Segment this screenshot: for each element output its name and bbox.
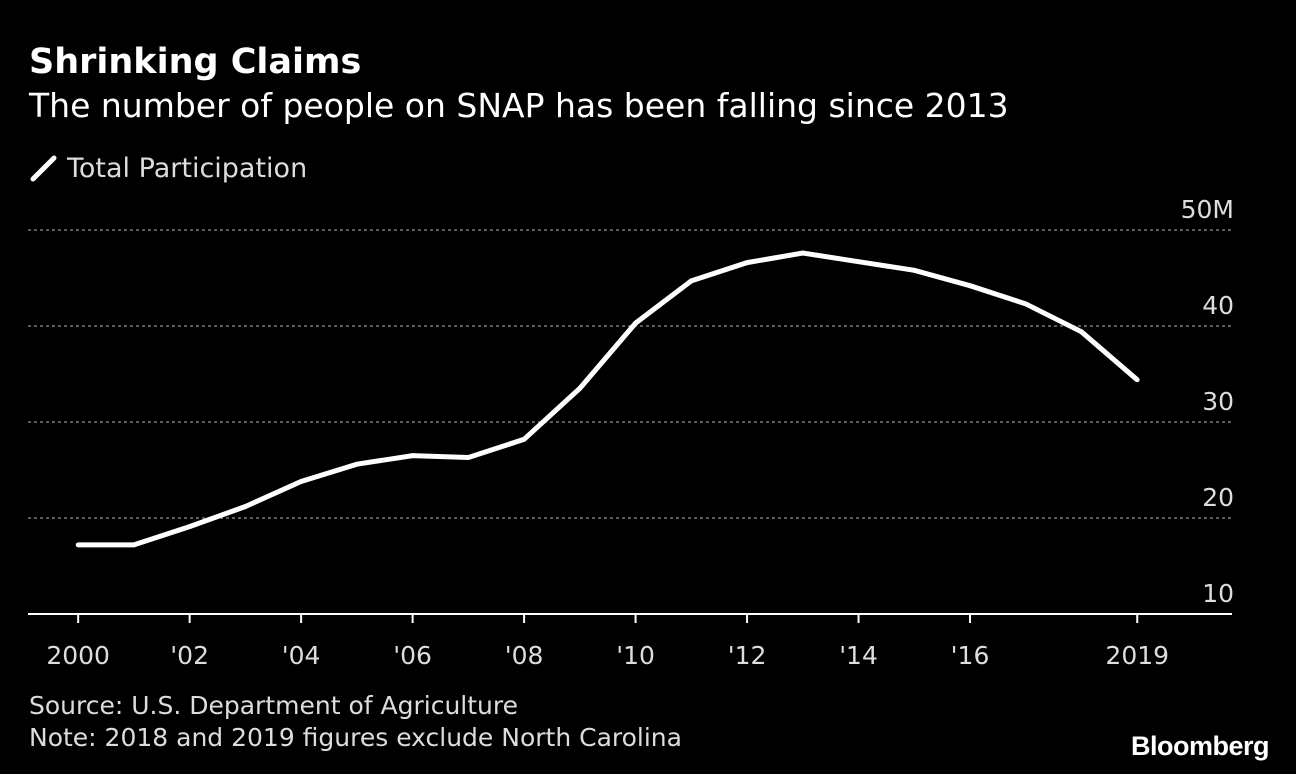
data-point-2000 (75, 542, 81, 548)
data-point-2015 (911, 267, 917, 273)
data-point-2013 (800, 250, 806, 256)
data-point-2004 (298, 479, 304, 484)
data-point-2005 (354, 461, 360, 467)
x-tick-label-2000: 2000 (46, 641, 110, 670)
data-point-2009 (577, 386, 583, 391)
x-tick-label-2004: '04 (282, 641, 321, 670)
data-point-2002 (187, 524, 193, 530)
note-text: Note: 2018 and 2019 figures exclude Nort… (29, 723, 682, 752)
chart-subtitle: The number of people on SNAP has been fa… (29, 86, 1009, 125)
data-point-2016 (967, 283, 973, 289)
y-tick-label-30: 30 (1202, 387, 1234, 416)
x-tick-label-2008: '08 (505, 641, 544, 670)
legend: Total Participation (29, 150, 307, 186)
series-line-total-participation (78, 250, 1139, 548)
x-tick-label-2012: '12 (728, 641, 767, 670)
data-point-2001 (131, 542, 137, 548)
data-point-2019 (1134, 377, 1140, 383)
x-tick-label-2010: '10 (616, 641, 655, 670)
bloomberg-logo: Bloomberg (1130, 731, 1270, 761)
data-point-2003 (242, 504, 248, 509)
x-tick-label-2014: '14 (839, 641, 878, 670)
x-tick-label-2016: '16 (951, 641, 990, 670)
data-point-2012 (744, 260, 750, 266)
data-point-2011 (688, 278, 694, 284)
data-point-2010 (633, 320, 638, 326)
x-tick-label-2002: '02 (170, 641, 209, 670)
data-point-2006 (410, 453, 416, 458)
chart-footer: Source: U.S. Department of Agriculture N… (29, 690, 682, 754)
data-point-2018 (1079, 329, 1084, 335)
data-point-2017 (1023, 301, 1029, 307)
y-tick-label-10: 10 (1202, 579, 1234, 608)
legend-line-icon (30, 155, 57, 182)
data-point-2008 (521, 436, 527, 442)
data-point-2014 (856, 259, 861, 265)
data-point-2007 (465, 455, 471, 460)
y-tick-label-50: 50M (1181, 195, 1234, 224)
chart-title: Shrinking Claims (29, 42, 362, 82)
legend-label-total-participation: Total Participation (67, 152, 308, 184)
x-tick-label-2019: 2019 (1105, 641, 1169, 670)
x-tick-label-2006: '06 (393, 641, 432, 670)
source-text: Source: U.S. Department of Agriculture (29, 691, 519, 720)
y-tick-label-20: 20 (1202, 483, 1234, 512)
y-tick-label-40: 40 (1202, 291, 1234, 320)
